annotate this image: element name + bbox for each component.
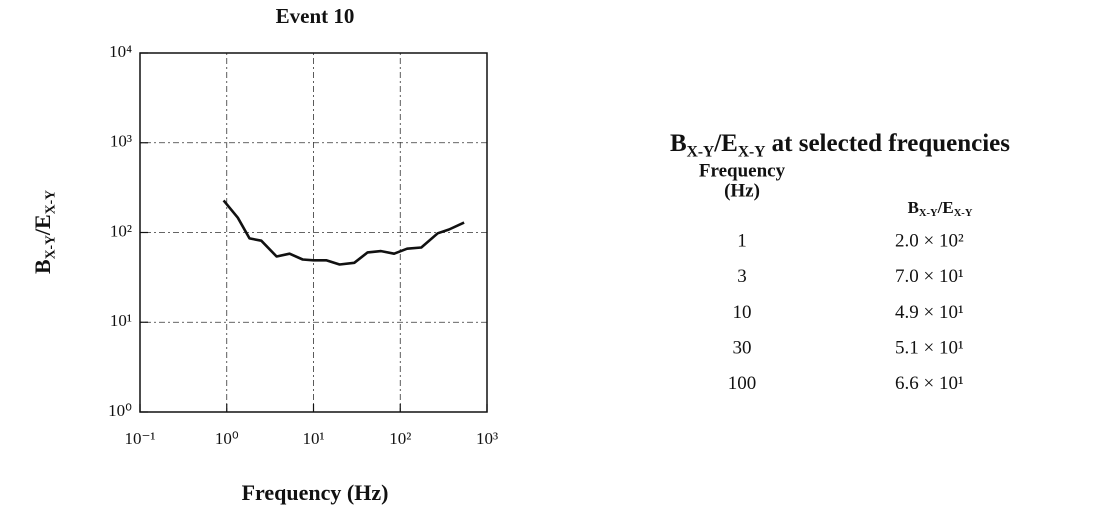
- table-cell: 3: [737, 266, 747, 287]
- x-tick-label: 10¹: [302, 429, 324, 448]
- text-segment: /E: [30, 214, 55, 236]
- table-cell: 6.6 × 10¹: [895, 373, 964, 394]
- plot-frame: [139, 52, 488, 413]
- subscript: X-Y: [919, 209, 938, 220]
- table-cell: 2.0 × 10²: [895, 230, 964, 251]
- subscript: X-Y: [738, 143, 766, 160]
- x-tick-label: 10⁻¹: [124, 429, 155, 448]
- subscript: X-Y: [687, 143, 715, 160]
- text-segment: B: [30, 259, 55, 274]
- rich-text: BX-Y/EX-Y: [908, 198, 973, 220]
- table-cell: 5.1 × 10¹: [895, 337, 964, 358]
- table-cell: 30: [733, 337, 752, 358]
- table-cell: 4.9 × 10¹: [895, 302, 964, 323]
- text-segment: /E: [713, 130, 738, 157]
- text-segment: B: [670, 130, 687, 157]
- y-tick-label: 10²: [110, 221, 132, 240]
- data-line: [222, 199, 465, 266]
- rich-text: BX-Y/EX-Y: [30, 190, 58, 274]
- table-cell: 7.0 × 10¹: [895, 266, 964, 287]
- x-tick-label: 10²: [389, 429, 411, 448]
- x-tick-label: 10³: [476, 429, 498, 448]
- text-segment: /E: [937, 198, 954, 217]
- y-tick-label: 10³: [110, 132, 132, 151]
- text-segment: B: [908, 198, 919, 217]
- y-tick-label: 10⁴: [109, 42, 132, 61]
- y-tick-label: 10⁰: [108, 401, 132, 420]
- chart-title: Event 10: [276, 4, 355, 28]
- x-axis-label: Frequency (Hz): [242, 480, 389, 505]
- table-cell: 10: [733, 302, 752, 323]
- table-header: Frequency: [699, 160, 786, 181]
- x-tick-label: 10⁰: [215, 429, 239, 448]
- table-cell: 1: [737, 230, 747, 251]
- y-tick-label: 10¹: [110, 311, 132, 330]
- subscript: X-Y: [43, 235, 58, 259]
- subscript: X-Y: [43, 190, 58, 214]
- table-header: (Hz): [724, 180, 760, 201]
- rich-text: BX-Y/EX-Y at selected frequencies: [670, 130, 1010, 160]
- subscript: X-Y: [954, 209, 973, 220]
- text-segment: at selected frequencies: [765, 130, 1010, 157]
- table-cell: 100: [728, 373, 757, 394]
